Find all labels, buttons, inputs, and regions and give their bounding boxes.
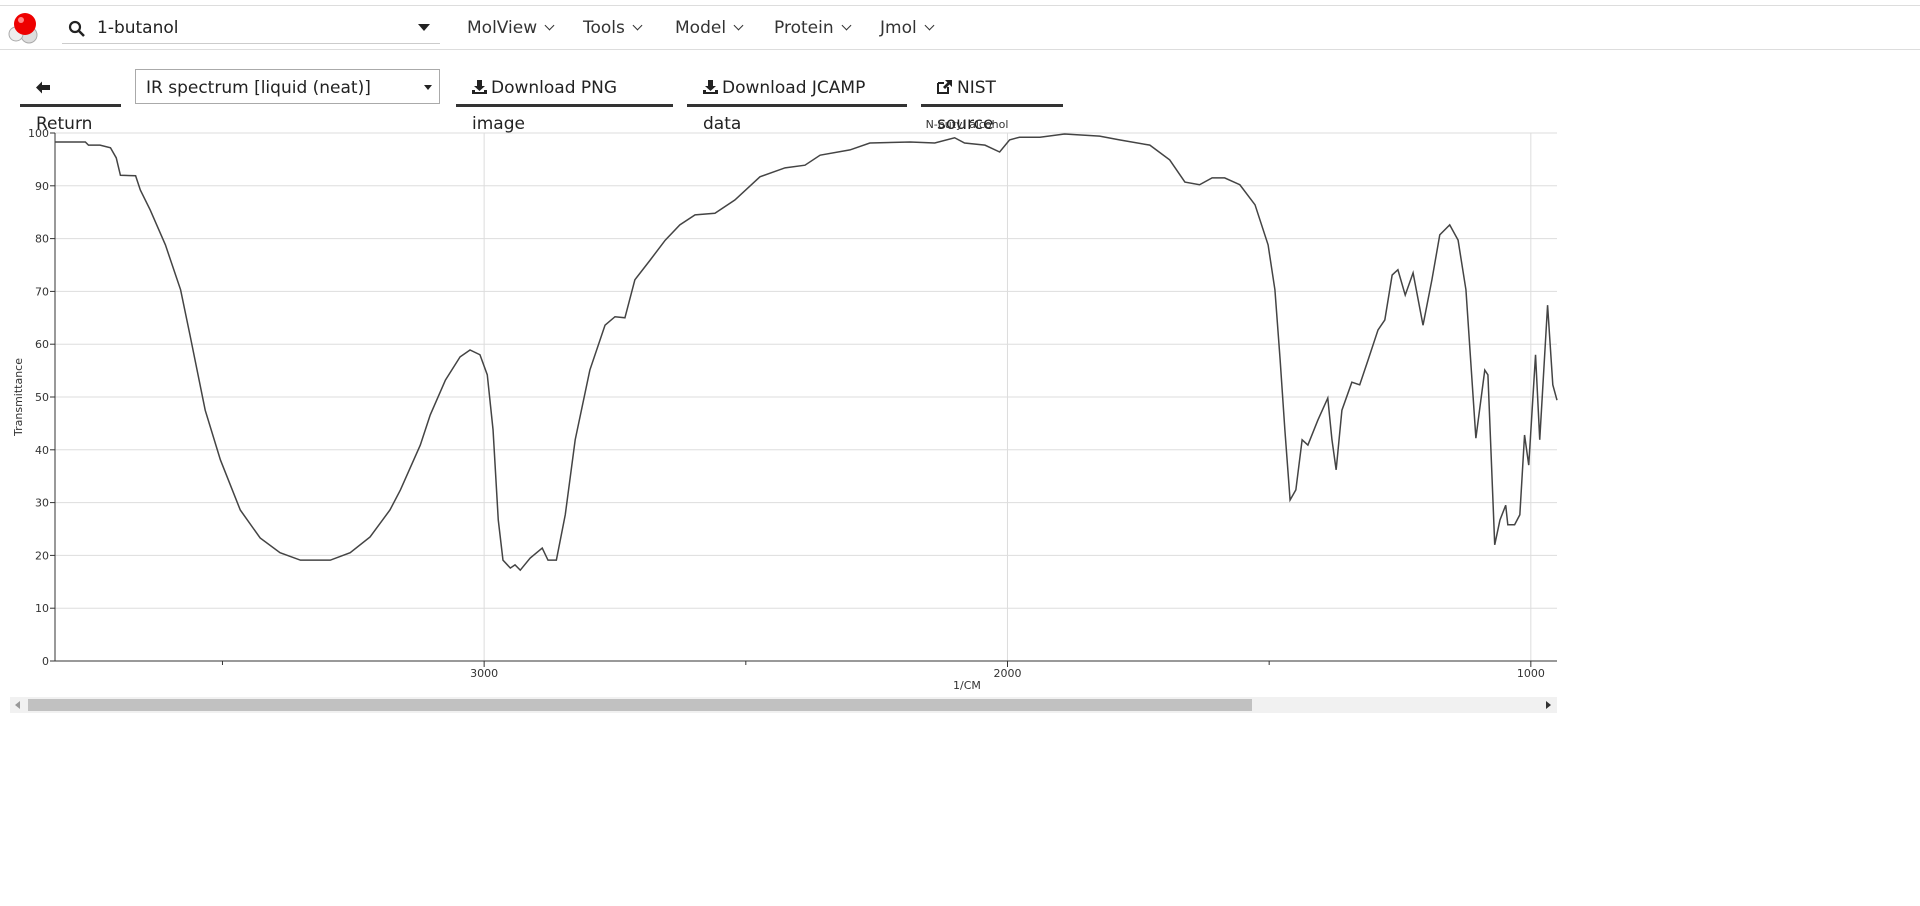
- scrollbar-thumb[interactable]: [28, 699, 1252, 711]
- button-label: Download PNG image: [472, 78, 618, 134]
- spectrum-line: [55, 133, 1558, 572]
- download-icon: [703, 80, 718, 94]
- menu[interactable]: Jmol: [880, 18, 933, 38]
- button-label: Download JCAMP data: [703, 78, 866, 134]
- search-text: 1-butanol: [97, 18, 179, 38]
- y-tick-label: 70: [35, 285, 49, 298]
- select-text: IR spectrum [liquid (neat)]: [146, 78, 371, 98]
- menu[interactable]: Model: [675, 18, 742, 38]
- x-axis-label: 1/CM: [953, 679, 981, 692]
- download-png-button[interactable]: Download PNG image: [456, 70, 673, 134]
- x-tick-label: 2000: [993, 667, 1021, 680]
- chart-title: N-butyl alcohol: [926, 118, 1009, 131]
- button-label: NIST source: [937, 78, 996, 134]
- menu[interactable]: Tools: [583, 18, 641, 38]
- search-box[interactable]: 1-butanol: [62, 14, 440, 44]
- y-tick-label: 10: [35, 602, 49, 615]
- y-axis-label: Transmittance: [12, 358, 25, 437]
- x-tick-label: 1000: [1517, 667, 1545, 680]
- y-tick-label: 100: [28, 127, 49, 140]
- dropdown-caret: [424, 85, 432, 90]
- search-icon: [68, 20, 85, 37]
- y-tick-label: 0: [42, 655, 49, 668]
- button-label: Return: [36, 114, 93, 134]
- nist-button[interactable]: NIST source: [921, 70, 1063, 134]
- y-tick-label: 30: [35, 497, 49, 510]
- x-tick-label: 3000: [470, 667, 498, 680]
- spectrum-chart: 0 10 20 30 40 50 60 70 80 90 100 3000 2000 1000 N-buty…: [12, 118, 1558, 692]
- menu[interactable]: MolView: [467, 18, 553, 38]
- arrow-icon: [36, 81, 50, 94]
- logo[interactable]: [8, 12, 46, 46]
- y-tick-label: 80: [35, 233, 49, 246]
- y-tick-label: 40: [35, 444, 49, 457]
- scroll-left[interactable]: [15, 701, 21, 709]
- external-icon: [937, 80, 952, 94]
- y-tick-label: 60: [35, 338, 49, 351]
- y-tick-label: 50: [35, 391, 49, 404]
- y-tick-label: 90: [35, 180, 49, 193]
- top-bar: [0, 5, 1920, 50]
- return-button[interactable]: Return: [20, 70, 121, 134]
- spectrum-select[interactable]: IR spectrum [liquid (neat)]: [135, 69, 440, 104]
- download-icon: [472, 80, 487, 94]
- download-jcamp-button[interactable]: Download JCAMP data: [687, 70, 907, 134]
- scrollbar[interactable]: [10, 697, 1557, 713]
- menu[interactable]: Protein: [774, 18, 850, 38]
- y-tick-label: 20: [35, 549, 49, 562]
- scroll-right[interactable]: [1546, 701, 1552, 709]
- dropdown-caret: [418, 24, 430, 31]
